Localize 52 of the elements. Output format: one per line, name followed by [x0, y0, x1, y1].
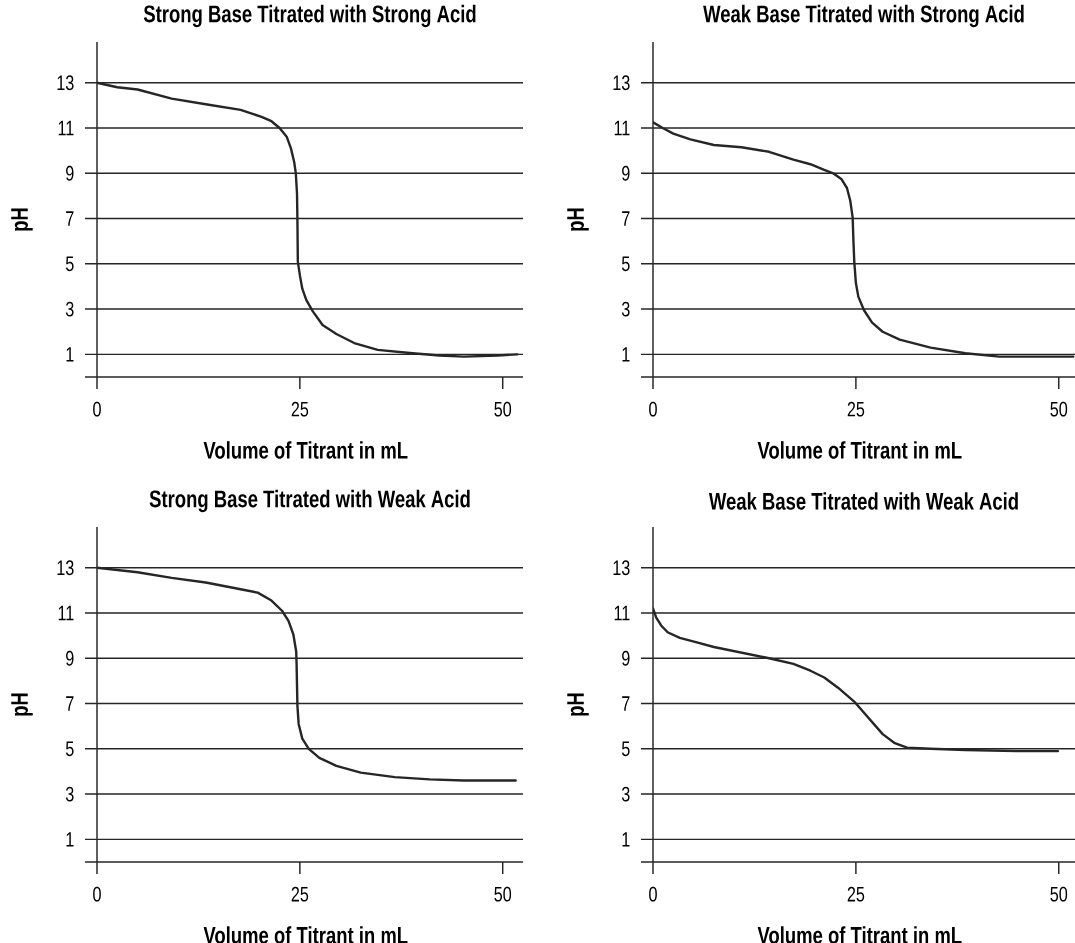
x-tick-label: 25	[291, 886, 309, 902]
y-axis-title: pH	[11, 693, 33, 716]
x-axis-title: Volume of Titrant in mL	[203, 441, 408, 459]
x-tick-label: 50	[1050, 401, 1068, 417]
chart-title: Weak Base Titrated with Weak Acid	[708, 492, 1018, 510]
y-tick-label: 3	[621, 301, 630, 317]
y-tick-label: 1	[66, 347, 74, 362]
x-axis-title: Volume of Titrant in mL	[757, 926, 962, 943]
y-tick-label: 7	[622, 696, 630, 711]
x-axis-title: Volume of Titrant in mL	[203, 926, 408, 943]
y-tick-label: 5	[65, 256, 74, 272]
x-tick-label: 0	[649, 886, 657, 902]
y-axis-title: pH	[567, 208, 589, 231]
x-tick-label: 25	[291, 401, 309, 417]
y-tick-label: 9	[66, 650, 74, 666]
x-tick-label: 0	[649, 401, 657, 417]
y-tick-label: 13	[613, 75, 630, 91]
chart-title: Weak Base Titrated with Strong Acid	[703, 4, 1024, 28]
y-tick-label: 3	[621, 786, 630, 802]
y-tick-label: 7	[622, 211, 630, 226]
y-tick-label: 1	[622, 832, 630, 847]
x-tick-label: 50	[494, 886, 512, 902]
y-tick-label: 7	[66, 696, 74, 711]
y-tick-label: 11	[614, 605, 630, 621]
y-tick-label: 7	[66, 211, 74, 226]
y-tick-label: 5	[65, 741, 74, 757]
x-tick-label: 0	[93, 886, 101, 902]
x-tick-label: 0	[93, 401, 101, 417]
y-axis-title: pH	[567, 693, 589, 716]
x-tick-label: 50	[1050, 886, 1068, 902]
x-tick-label: 25	[847, 401, 865, 417]
y-tick-label: 5	[621, 741, 630, 757]
y-axis-title: pH	[11, 208, 33, 231]
y-tick-label: 3	[65, 786, 74, 802]
x-axis-title: Volume of Titrant in mL	[757, 441, 962, 459]
y-tick-label: 13	[613, 560, 630, 576]
y-tick-label: 9	[622, 650, 630, 666]
y-tick-label: 11	[58, 120, 74, 136]
y-tick-label: 13	[57, 560, 74, 576]
x-tick-label: 25	[847, 886, 865, 902]
y-tick-label: 9	[622, 165, 630, 181]
y-tick-label: 11	[58, 605, 74, 621]
y-tick-label: 13	[57, 75, 74, 91]
y-tick-label: 3	[65, 301, 74, 317]
y-tick-label: 1	[622, 347, 630, 362]
y-tick-label: 11	[614, 120, 630, 136]
chart-title: Strong Base Titrated with Strong Acid	[143, 4, 476, 28]
y-tick-label: 1	[66, 832, 74, 847]
chart-title: Strong Base Titrated with Weak Acid	[149, 489, 470, 513]
y-tick-label: 5	[621, 256, 630, 272]
x-tick-label: 50	[494, 401, 512, 417]
y-tick-label: 9	[66, 165, 74, 181]
